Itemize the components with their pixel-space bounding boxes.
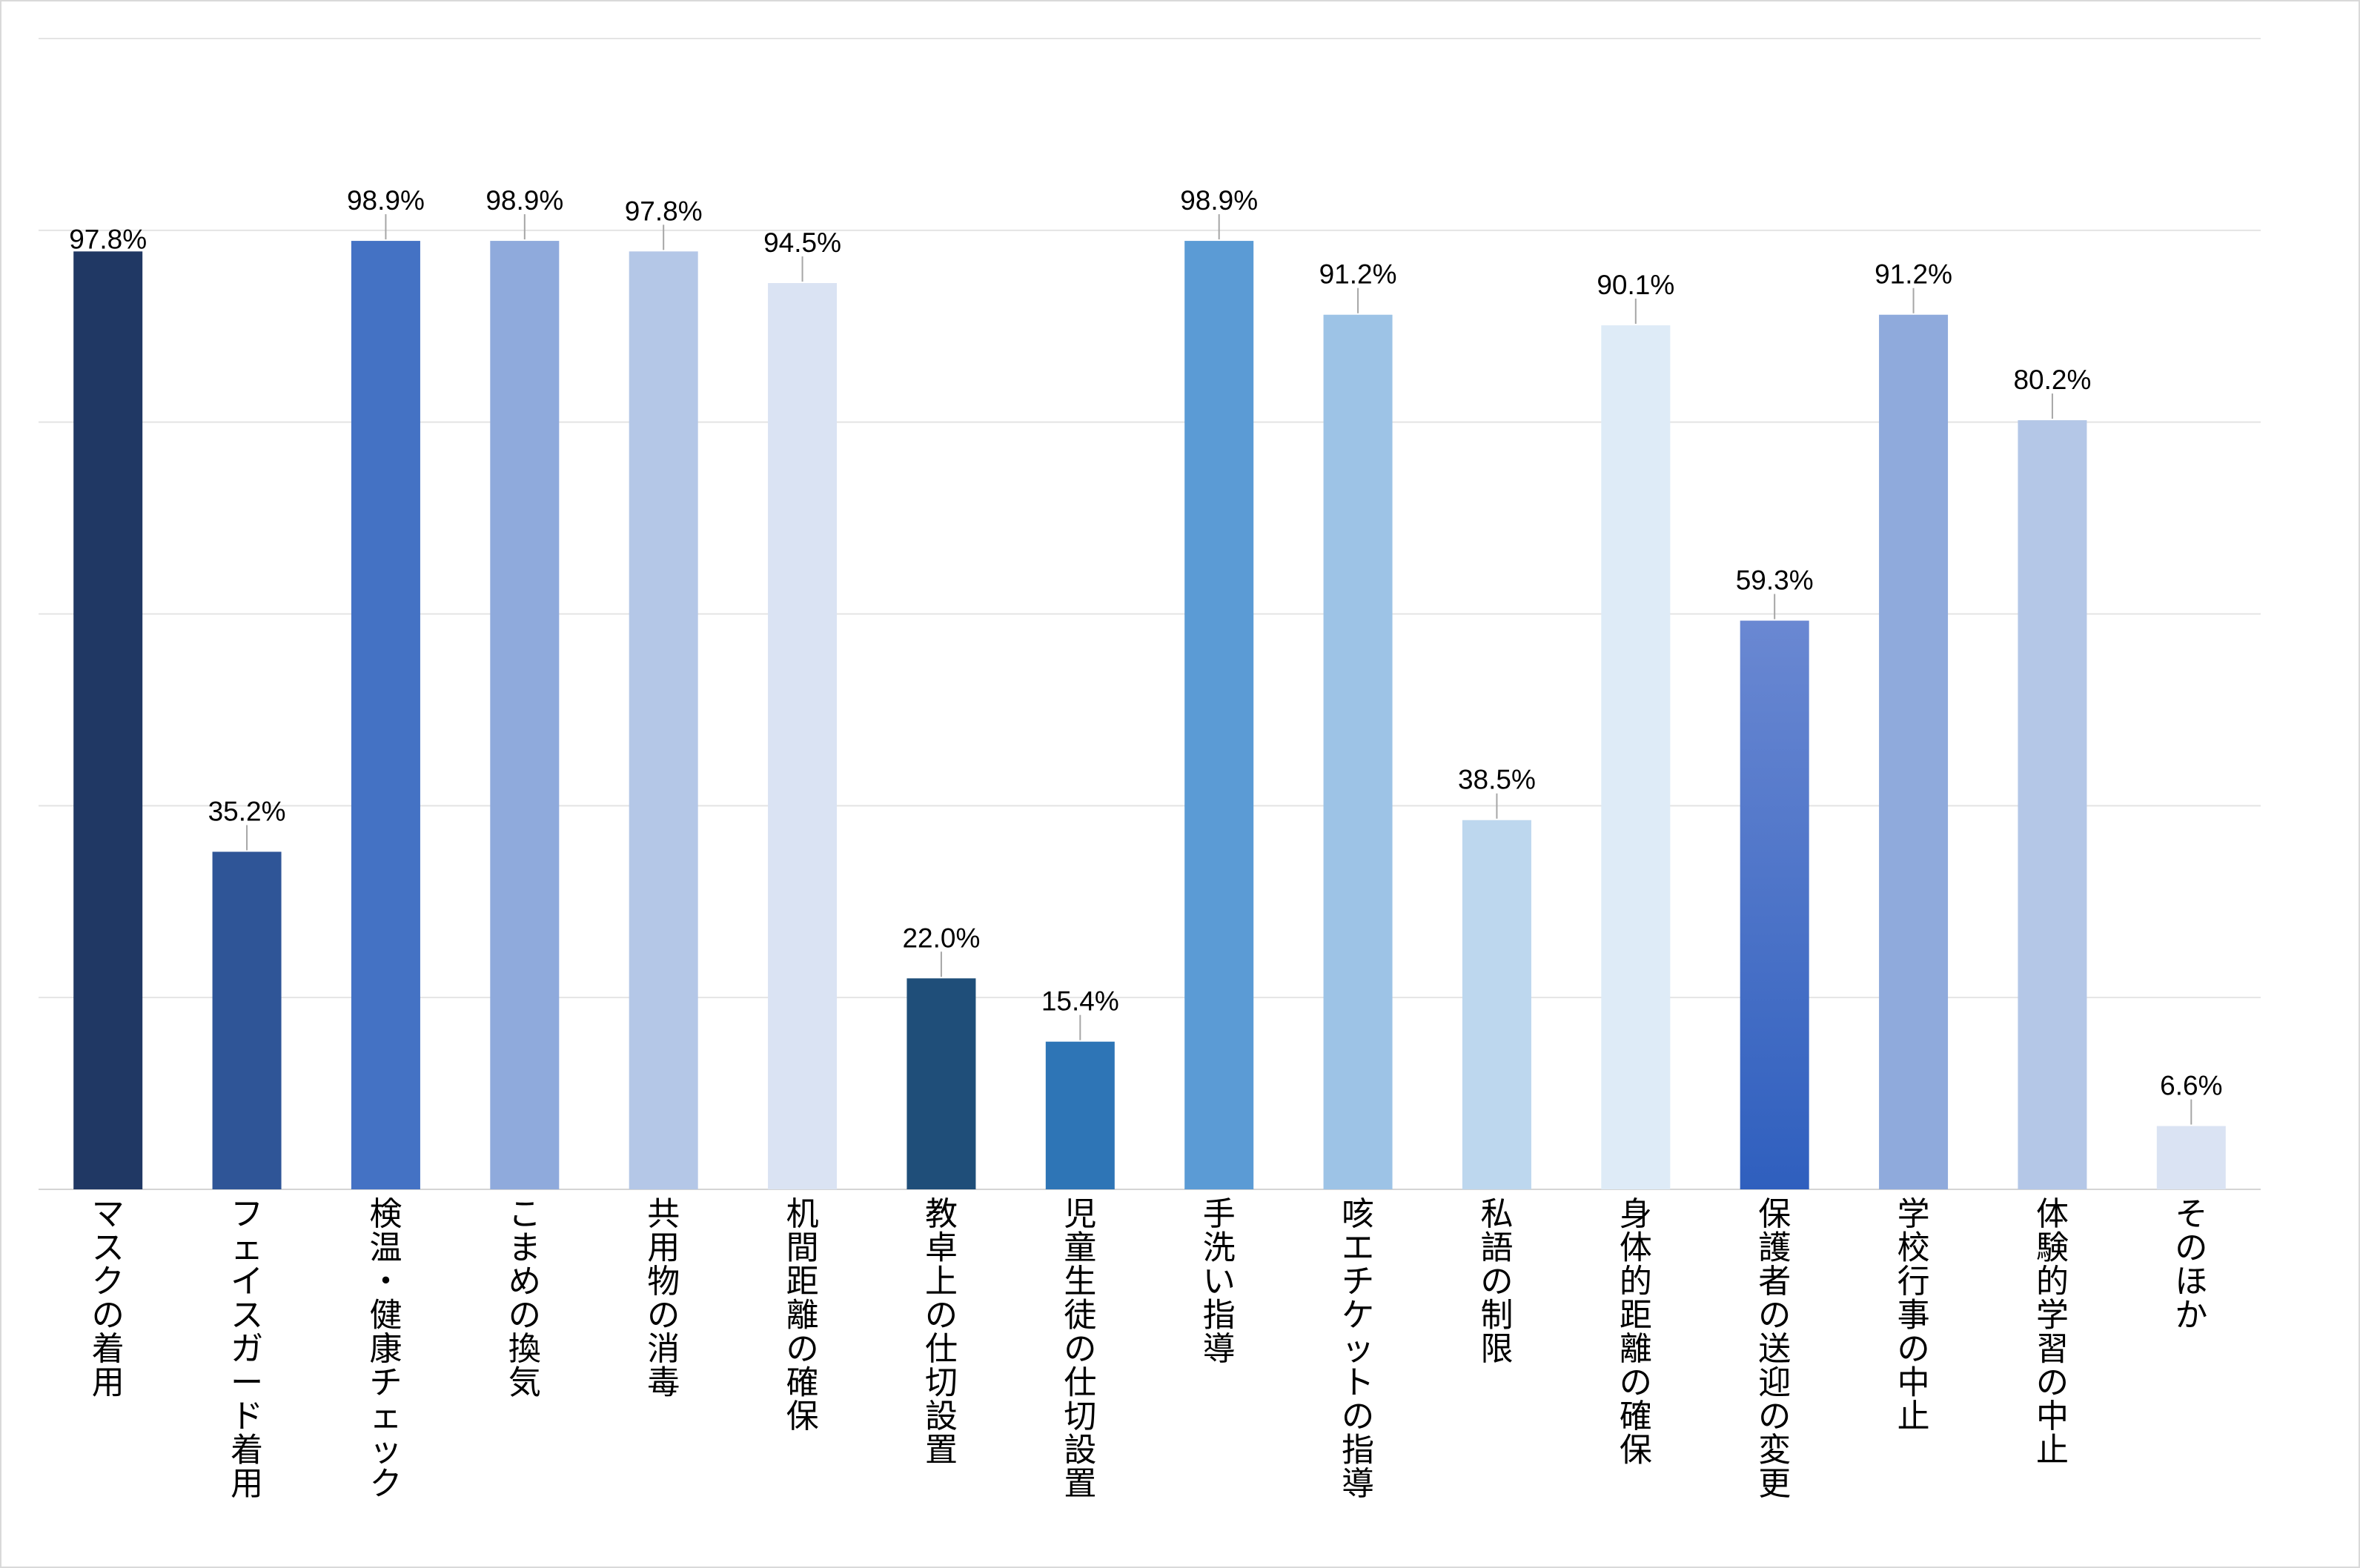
bar [73, 251, 143, 1190]
bar [1323, 314, 1393, 1190]
bar [2156, 1126, 2226, 1189]
data-label: 6.6% [2160, 1071, 2222, 1101]
data-label: 91.2% [1875, 259, 1952, 290]
category-label: フェイスガード着用 [231, 1195, 263, 1503]
bar [212, 851, 282, 1189]
data-label: 90.1% [1597, 270, 1674, 300]
data-label: 35.2% [208, 796, 286, 826]
data-labels: 97.8% 35.2% 98.9% 98.9% 97.8% 94.5% 22.0% 15.4%… [69, 185, 2222, 1101]
bar [768, 283, 838, 1190]
bar [1740, 620, 1809, 1189]
category-label: こまめの換気 [508, 1195, 541, 1402]
data-label: 94.5% [763, 227, 841, 258]
category-label: 机間距離の確保 [786, 1195, 819, 1435]
data-label: 38.5% [1458, 765, 1536, 795]
bars [73, 241, 2226, 1190]
data-label: 97.8% [625, 196, 703, 226]
bar [351, 241, 420, 1190]
bar [1601, 325, 1671, 1190]
category-label: 身体的距離の確保 [1620, 1195, 1652, 1469]
data-label: 22.0% [902, 923, 980, 953]
bar [1184, 241, 1254, 1190]
category-label: マスクの着用 [92, 1195, 125, 1402]
bar [490, 241, 560, 1190]
data-label: 15.4% [1041, 986, 1119, 1017]
category-label: 児童生徒の仕切設置 [1064, 1195, 1096, 1503]
category-label: 共用物の消毒 [647, 1195, 680, 1402]
category-label: 咳エチケットの指導 [1342, 1195, 1374, 1503]
category-label: そのほか [2175, 1195, 2207, 1335]
bar [629, 251, 698, 1190]
bar [2018, 420, 2087, 1189]
data-label: 59.3% [1736, 565, 1814, 596]
data-label: 97.8% [69, 224, 147, 254]
data-label: 80.2% [2013, 365, 2091, 395]
category-label: 検温・健康チェック [369, 1195, 402, 1503]
data-label: 98.9% [347, 185, 425, 216]
category-label: 体験的学習の中止 [2036, 1195, 2069, 1469]
bar [1045, 1041, 1115, 1189]
category-label: 保護者の送迎の変更 [1758, 1195, 1791, 1503]
category-labels: マスクの着用 フェイスガード着用 検温・健康チェック こまめの換気 共用物の消毒 机間距離… [92, 1195, 2208, 1503]
category-label: 学校行事の中止 [1897, 1195, 1930, 1435]
category-label: 手洗い指導 [1203, 1195, 1236, 1368]
bar [1462, 820, 1531, 1189]
bar [906, 978, 976, 1189]
label-leader-lines [246, 214, 2192, 1125]
data-label: 98.9% [1180, 185, 1258, 216]
data-label: 91.2% [1319, 259, 1397, 290]
category-label: 私語の制限 [1480, 1195, 1513, 1368]
bar [1879, 314, 1949, 1190]
category-label: 教卓上の仕切設置 [925, 1195, 958, 1469]
data-label: 98.9% [485, 185, 563, 216]
